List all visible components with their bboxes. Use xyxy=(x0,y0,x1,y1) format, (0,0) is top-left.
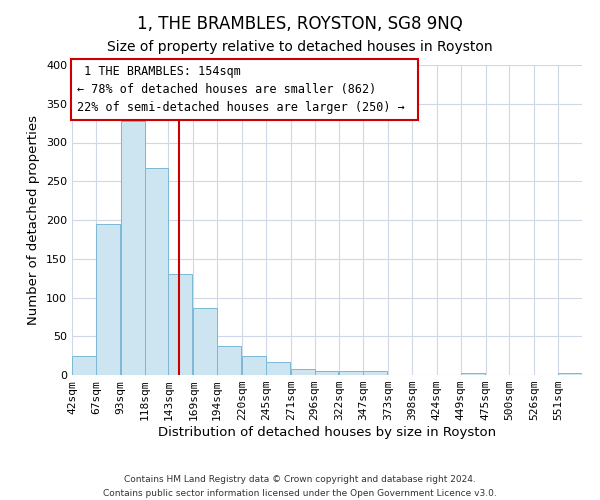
Bar xyxy=(193,308,217,375)
X-axis label: Distribution of detached houses by size in Royston: Distribution of detached houses by size … xyxy=(158,426,496,439)
Text: 1 THE BRAMBLES: 154sqm
← 78% of detached houses are smaller (862)
22% of semi-de: 1 THE BRAMBLES: 154sqm ← 78% of detached… xyxy=(77,65,412,114)
Bar xyxy=(169,274,193,375)
Bar xyxy=(363,371,387,375)
Bar xyxy=(96,224,120,375)
Bar xyxy=(291,369,314,375)
Text: 1, THE BRAMBLES, ROYSTON, SG8 9NQ: 1, THE BRAMBLES, ROYSTON, SG8 9NQ xyxy=(137,15,463,33)
Bar xyxy=(461,372,485,375)
Y-axis label: Number of detached properties: Number of detached properties xyxy=(28,115,40,325)
Bar xyxy=(558,372,582,375)
Bar xyxy=(340,371,363,375)
Bar xyxy=(145,168,169,375)
Bar xyxy=(217,346,241,375)
Bar xyxy=(266,362,290,375)
Bar xyxy=(121,121,145,375)
Text: Size of property relative to detached houses in Royston: Size of property relative to detached ho… xyxy=(107,40,493,54)
Bar xyxy=(314,371,338,375)
Bar xyxy=(72,356,96,375)
Text: Contains HM Land Registry data © Crown copyright and database right 2024.
Contai: Contains HM Land Registry data © Crown c… xyxy=(103,476,497,498)
Bar xyxy=(242,356,266,375)
